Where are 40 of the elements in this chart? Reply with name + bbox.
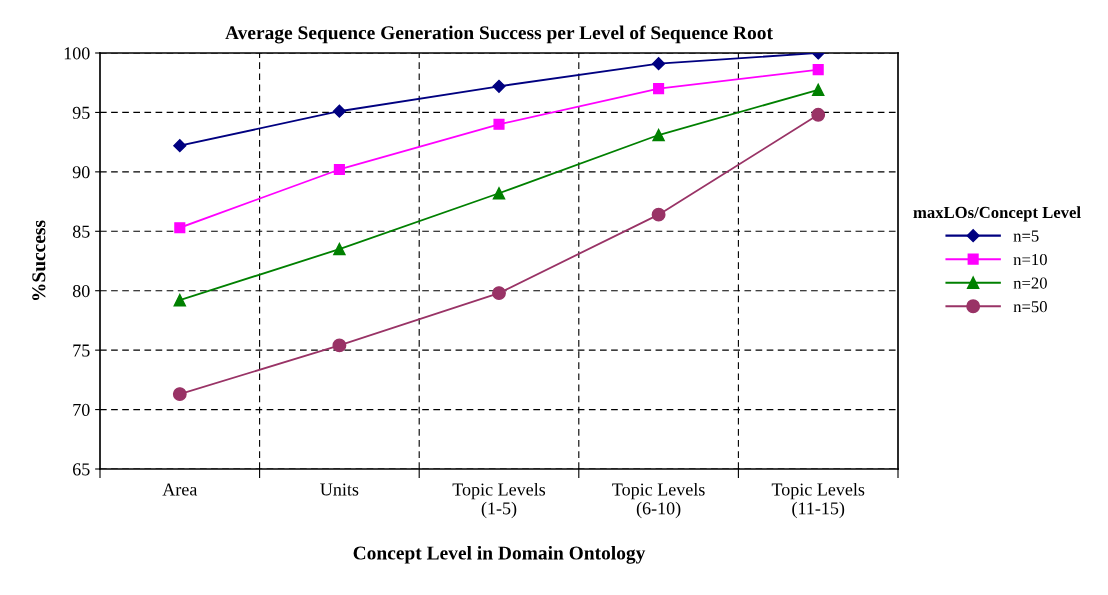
y-tick-label: 100 [64, 47, 90, 60]
x-tick-label: Topic Levels (1-5) [452, 482, 546, 519]
point [811, 83, 825, 97]
y-axis-title: %Success [32, 220, 46, 301]
y-tick-label: 95 [72, 106, 90, 119]
point [493, 118, 505, 130]
point [174, 222, 186, 234]
point [332, 338, 347, 353]
legend-label: n=10 [1013, 253, 1047, 266]
point [173, 293, 187, 307]
point [811, 107, 826, 122]
y-tick-label: 80 [72, 284, 90, 298]
y-tick-label: 65 [73, 463, 90, 476]
x-tick-label: Units [320, 483, 359, 496]
x-axis-title: Concept Level in Domain Ontology [353, 545, 646, 564]
x-tick-label: Topic Levels (11-15) [771, 482, 865, 519]
point [652, 128, 665, 142]
point [173, 139, 187, 153]
chart-title: Average Sequence Generation Success per Level of Sequence Root [225, 25, 773, 44]
point [492, 79, 506, 93]
point [172, 387, 187, 402]
y-tick-label: 90 [72, 166, 90, 179]
y-tick-label: 75 [73, 344, 90, 357]
legend-title: maxLOs/Concept Level [913, 206, 1081, 222]
point [492, 187, 506, 200]
point [492, 286, 506, 301]
x-tick-label: Area [162, 483, 198, 496]
legend-label: n=50 [1013, 301, 1047, 313]
point [652, 57, 666, 71]
point [332, 104, 346, 118]
y-tick-label: 70 [73, 403, 90, 417]
point [333, 242, 346, 256]
point [653, 83, 665, 95]
point [812, 64, 824, 76]
point [333, 163, 345, 176]
y-tick-label: 85 [72, 225, 90, 238]
legend-label: n=5 [1013, 230, 1039, 242]
legend-label: n=20 [1013, 277, 1047, 289]
x-tick-label: Topic Levels (6-10) [612, 482, 705, 519]
point [651, 207, 666, 222]
